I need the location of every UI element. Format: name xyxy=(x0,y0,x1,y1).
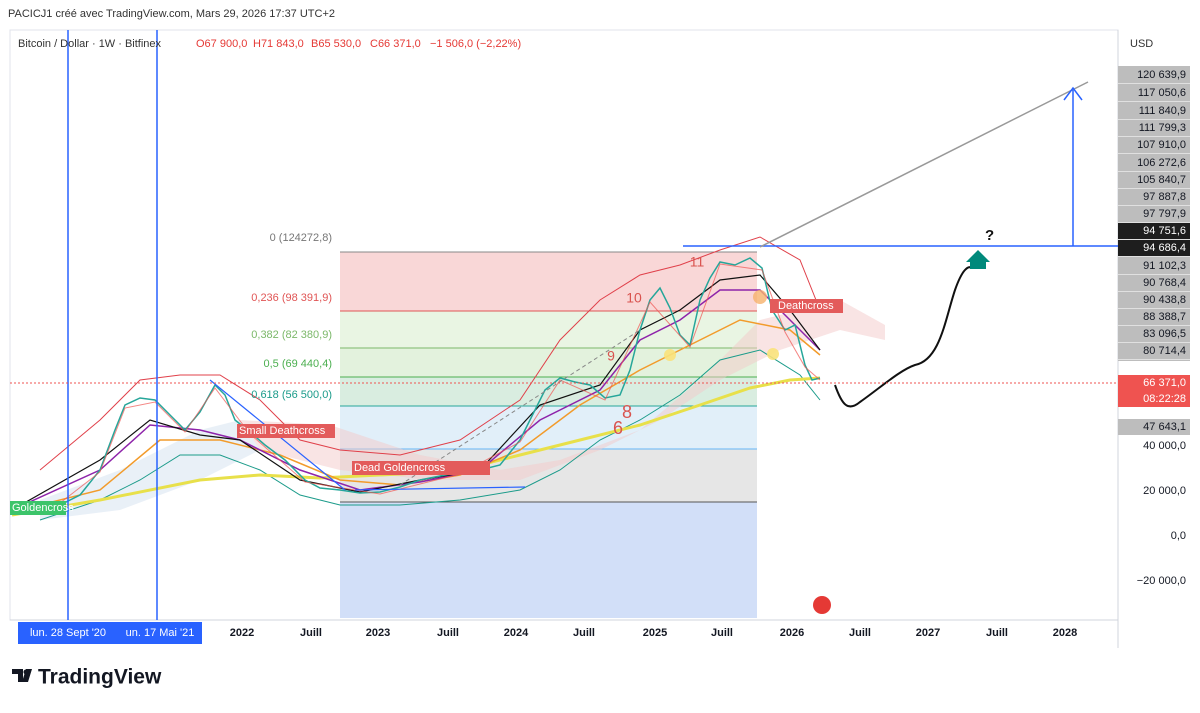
axis-label-stack xyxy=(1118,66,1190,361)
price-label: 90 768,4 xyxy=(1143,277,1186,289)
projection-curve xyxy=(834,266,973,408)
currency: USD xyxy=(1130,38,1153,50)
question-mark: ? xyxy=(985,227,994,244)
price-label: 120 639,9 xyxy=(1137,69,1186,81)
fib-label: 0,5 (69 440,4) xyxy=(264,358,333,370)
label-text: Dead Goldencross xyxy=(354,462,446,474)
price-label: 94 686,4 xyxy=(1143,242,1186,254)
wave-count: 10 xyxy=(626,290,642,306)
time-label: Juill xyxy=(849,627,871,639)
ohlc-open: O67 900,0 xyxy=(196,38,247,50)
cross-marker xyxy=(767,348,779,360)
price-label: 107 910,0 xyxy=(1137,139,1186,151)
wave-count: 6 xyxy=(613,418,623,438)
time-label: lun. 28 Sept '20 xyxy=(30,627,106,639)
price-label: 111 840,9 xyxy=(1139,105,1186,117)
symbol-name: Bitcoin / Dollar · 1W · Bitfinex xyxy=(18,38,162,50)
price-label: 117 050,6 xyxy=(1138,87,1186,99)
time-label: Juill xyxy=(300,627,322,639)
countdown: 08:22:28 xyxy=(1143,393,1186,405)
brand: TradingView xyxy=(38,666,162,689)
price-label: 111 799,3 xyxy=(1139,122,1186,134)
cloud xyxy=(40,420,260,520)
time-label: Juill xyxy=(986,627,1008,639)
fib-label: 0,382 (82 380,9) xyxy=(251,329,332,341)
time-label: 2026 xyxy=(780,627,804,639)
fib-retracement xyxy=(340,251,757,618)
event-icon xyxy=(813,596,831,614)
ohlc-close: C66 371,0 xyxy=(370,38,421,50)
trend-line xyxy=(399,329,641,486)
wave-count: 8 xyxy=(622,402,632,422)
price-label: −20 000,0 xyxy=(1137,575,1186,587)
cross-marker xyxy=(753,290,767,304)
time-label: 2025 xyxy=(643,627,667,639)
price-label: 97 797,9 xyxy=(1143,208,1186,220)
current-price: 66 371,0 xyxy=(1143,377,1186,389)
header-title: PACICJ1 créé avec TradingView.com, Mars … xyxy=(8,8,335,20)
price-label: 91 102,3 xyxy=(1143,260,1186,272)
time-label-box xyxy=(18,622,118,644)
time-label-box xyxy=(118,622,202,644)
ohlc-change: −1 506,0 (−2,22%) xyxy=(430,38,521,50)
price-label: 97 887,8 xyxy=(1143,191,1186,203)
price-label: 20 000,0 xyxy=(1143,485,1186,497)
fib-band xyxy=(340,406,757,449)
time-label: 2023 xyxy=(366,627,390,639)
price-label: 106 272,6 xyxy=(1137,157,1186,169)
label-box xyxy=(237,424,335,438)
cross-marker xyxy=(664,349,676,361)
time-label: 2027 xyxy=(916,627,940,639)
cloud xyxy=(240,300,885,480)
trend-line xyxy=(759,81,1089,248)
trend-line xyxy=(354,486,526,491)
fib-label: 0,618 (56 500,0) xyxy=(251,389,332,401)
price-label: 83 096,5 xyxy=(1143,328,1186,340)
time-label: 2022 xyxy=(230,627,254,639)
time-label: 2028 xyxy=(1053,627,1077,639)
fib-label: 0 (124272,8) xyxy=(270,232,332,244)
label-box xyxy=(770,299,843,313)
logo-dot xyxy=(23,669,29,675)
price-label: 88 388,7 xyxy=(1143,311,1186,323)
bollinger-upper xyxy=(39,236,821,471)
time-label: Juill xyxy=(711,627,733,639)
price-label: 40 000,0 xyxy=(1143,440,1186,452)
price-label: 90 438,8 xyxy=(1143,294,1186,306)
label-text: Deathcross xyxy=(778,300,834,312)
label-box xyxy=(10,501,66,515)
ohlc-high: H71 843,0 xyxy=(253,38,304,50)
price-label: 47 643,1 xyxy=(1143,421,1186,433)
wave-count: 11 xyxy=(690,254,705,270)
axis-label-box xyxy=(1118,419,1190,435)
wave-count: 9 xyxy=(607,348,615,364)
time-label: Juill xyxy=(437,627,459,639)
price-label: 105 840,7 xyxy=(1137,174,1186,186)
target-arrow-head xyxy=(1063,86,1083,101)
up-arrow xyxy=(966,250,990,269)
label-text: Goldencross xyxy=(12,502,74,514)
price-label: 0,0 xyxy=(1171,530,1186,542)
label-box xyxy=(352,461,490,475)
price-label: 94 751,6 xyxy=(1143,225,1186,237)
price-label: 80 714,4 xyxy=(1143,345,1186,357)
fib-label: 0,236 (98 391,9) xyxy=(251,292,332,304)
fib-band xyxy=(340,348,757,377)
logo xyxy=(12,669,32,682)
time-label: Juill xyxy=(573,627,595,639)
label-text: Small Deathcross xyxy=(239,425,326,437)
fib-band xyxy=(340,502,757,618)
axis-current-price xyxy=(1118,375,1190,407)
bollinger-lower xyxy=(39,349,821,521)
ohlc-low: B65 530,0 xyxy=(311,38,361,50)
time-label: un. 17 Mai '21 xyxy=(126,627,195,639)
time-label: 2024 xyxy=(504,627,529,639)
